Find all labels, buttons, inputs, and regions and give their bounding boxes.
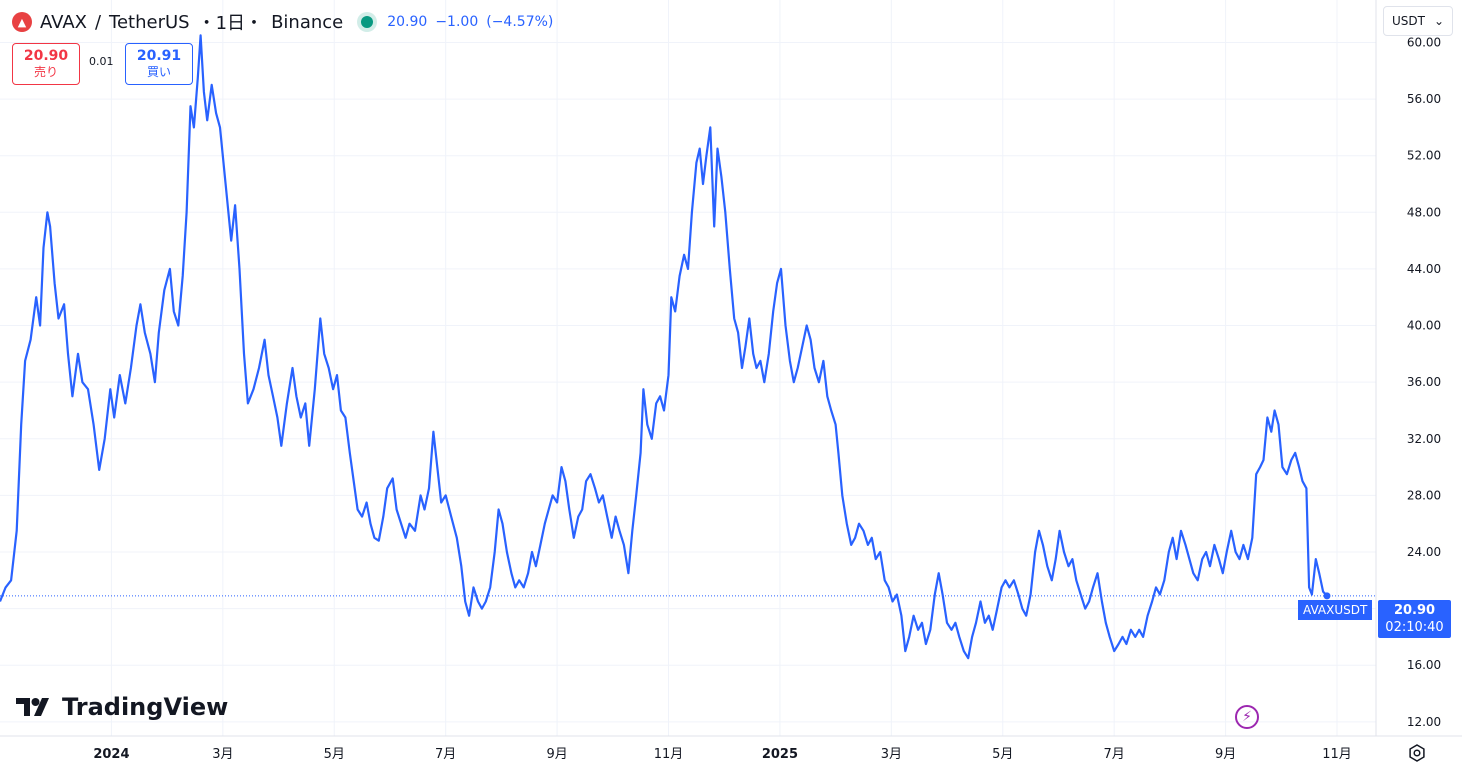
spread-value: 0.01 <box>89 55 114 68</box>
x-tick-label: 2025 <box>762 747 798 762</box>
watermark-text: TradingView <box>62 693 229 721</box>
symbol-price-label: AVAXUSDT <box>1298 600 1373 620</box>
x-tick-label: 2024 <box>93 747 129 762</box>
x-tick-label: 5月 <box>324 747 345 762</box>
symbol-separator: / <box>94 11 102 33</box>
buy-label: 買い <box>146 65 171 79</box>
last-price-tag-value: 20.90 <box>1393 603 1436 618</box>
y-tick-label: 48.00 <box>1407 205 1441 219</box>
y-tick-label: 56.00 <box>1407 92 1441 106</box>
bar-countdown: 02:10:40 <box>1385 620 1444 635</box>
sell-button[interactable]: 20.90 売り <box>12 43 80 85</box>
time-axis[interactable]: 2024 3月 5月 7月 9月 11月 2025 3月 5月 7月 9月 11月 <box>93 747 1351 762</box>
tradingview-logo-icon <box>16 698 49 716</box>
x-tick-label: 11月 <box>654 747 684 762</box>
x-tick-label: 11月 <box>1322 747 1352 762</box>
chevron-down-icon: ⌄ <box>1433 14 1444 28</box>
avax-logo-icon: ▲ <box>12 12 32 32</box>
y-tick-label: 52.00 <box>1407 149 1441 163</box>
sell-price: 20.90 <box>23 48 69 64</box>
x-tick-label: 3月 <box>881 747 902 762</box>
last-price-dot <box>1323 592 1331 600</box>
symbol-header[interactable]: ▲ AVAX / TetherUS ・1日・ Binance 20.90 −1.… <box>12 8 553 36</box>
lightning-bolt-icon[interactable]: ⚡ <box>1235 705 1259 729</box>
x-tick-label: 7月 <box>435 747 456 762</box>
interval-label[interactable]: ・1日・ <box>197 13 264 34</box>
symbol-name: AVAX <box>40 11 87 33</box>
x-tick-label: 7月 <box>1104 747 1125 762</box>
y-tick-label: 32.00 <box>1407 432 1441 446</box>
last-price-tag: 20.90 02:10:40 <box>1378 600 1451 638</box>
y-tick-label: 36.00 <box>1407 375 1441 389</box>
quote-name: TetherUS <box>109 11 190 33</box>
series-line-avaxusdt <box>0 34 1328 660</box>
market-open-dot-icon <box>361 16 374 28</box>
y-tick-label: 40.00 <box>1407 319 1441 333</box>
sell-label: 売り <box>33 65 58 79</box>
buy-button[interactable]: 20.91 買い <box>125 43 193 85</box>
y-tick-label: 28.00 <box>1407 488 1441 502</box>
header-change-pct: (−4.57%) <box>486 14 554 30</box>
x-tick-label: 5月 <box>992 747 1013 762</box>
header-last-price: 20.90 <box>387 14 428 30</box>
header-change: −1.00 <box>435 14 479 30</box>
currency-value: USDT <box>1392 14 1425 28</box>
settings-gear-icon[interactable] <box>1406 742 1428 764</box>
exchange-name: Binance <box>271 11 344 33</box>
y-tick-label: 16.00 <box>1407 658 1441 672</box>
y-tick-label: 44.00 <box>1407 262 1441 276</box>
y-tick-label: 24.00 <box>1407 545 1441 559</box>
currency-selector[interactable]: USDT ⌄ <box>1383 6 1453 36</box>
buy-price: 20.91 <box>136 48 182 64</box>
x-tick-label: 3月 <box>212 747 233 762</box>
tradingview-watermark[interactable]: TradingView <box>16 693 228 721</box>
y-tick-label: 60.00 <box>1407 35 1441 49</box>
y-tick-label: 12.00 <box>1407 715 1441 729</box>
x-tick-label: 9月 <box>546 747 567 762</box>
x-tick-label: 9月 <box>1215 747 1236 762</box>
grid-lines <box>0 0 1376 736</box>
